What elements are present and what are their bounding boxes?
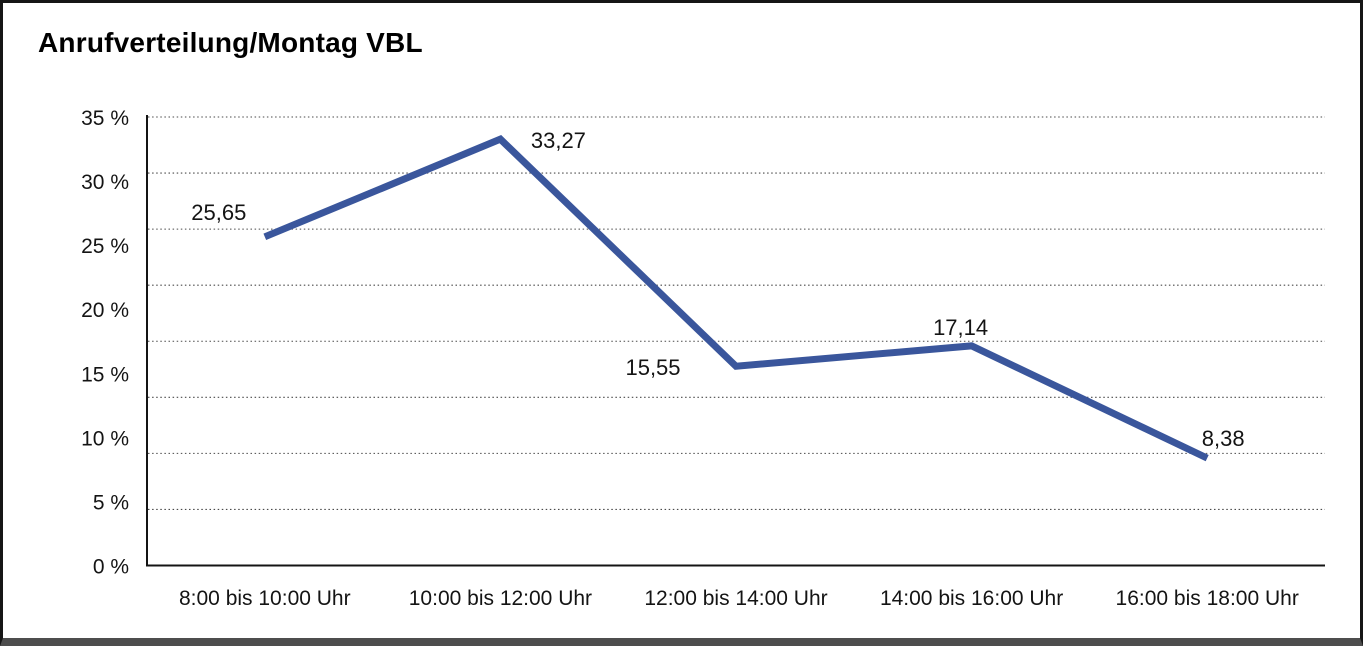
y-tick-label: 20 % (81, 299, 129, 322)
x-tick-label: 16:00 bis 18:00 Uhr (1116, 587, 1299, 610)
data-label: 33,27 (531, 128, 586, 153)
line-chart: 35 % 30 % 25 % 20 % 15 % 10 % 5 % 0 % 8:00 bis 1… (81, 107, 1325, 610)
y-tick-label: 10 % (81, 427, 129, 450)
data-label: 25,65 (191, 200, 246, 225)
data-label: 15,55 (625, 355, 680, 380)
x-tick-label: 14:00 bis 16:00 Uhr (880, 587, 1063, 610)
chart-title: Anrufverteilung/Montag VBL (38, 27, 423, 58)
y-tick-label: 30 % (81, 171, 129, 194)
x-tick-label: 8:00 bis 10:00 Uhr (179, 587, 351, 610)
x-tick-label: 10:00 bis 12:00 Uhr (409, 587, 592, 610)
x-tick-label: 12:00 bis 14:00 Uhr (644, 587, 827, 610)
y-tick-label: 0 % (93, 556, 129, 579)
data-label: 17,14 (933, 315, 988, 340)
data-label: 8,38 (1202, 426, 1245, 451)
y-tick-label: 25 % (81, 235, 129, 258)
y-tick-label: 35 % (81, 107, 129, 130)
y-tick-label: 15 % (81, 363, 129, 386)
data-line (263, 135, 1209, 462)
y-tick-label: 5 % (93, 491, 129, 514)
